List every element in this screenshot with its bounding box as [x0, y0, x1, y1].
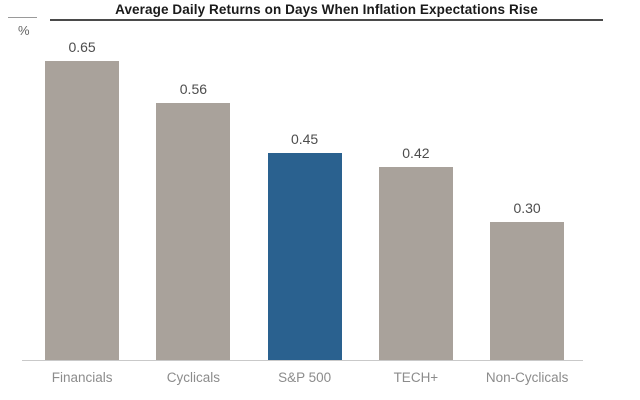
bar-value-label: 0.45	[290, 131, 319, 147]
bar-financials	[45, 61, 120, 360]
bar-value-label: 0.42	[402, 145, 430, 161]
bar-value-label: 0.30	[513, 200, 541, 216]
bar-value-label: 0.56	[179, 81, 208, 97]
y-axis-unit-label: %	[18, 23, 30, 38]
category-label: S&P 500	[278, 370, 332, 385]
bar-value-label: 0.65	[68, 39, 96, 55]
category-label: Non-Cyclicals	[485, 370, 569, 385]
chart-title: Average Daily Returns on Days When Infla…	[115, 2, 538, 17]
bar-cyclicals	[156, 103, 231, 360]
y-axis-tick-line	[8, 17, 37, 18]
bar-s-p-500	[267, 153, 342, 360]
category-label: TECH+	[393, 370, 439, 385]
title-underline	[50, 19, 603, 21]
x-axis-line	[22, 360, 583, 361]
bar-tech-	[378, 167, 453, 360]
category-label: Financials	[51, 370, 113, 385]
bar-non-cyclicals	[490, 222, 565, 360]
category-label: Cyclicals	[166, 370, 221, 385]
